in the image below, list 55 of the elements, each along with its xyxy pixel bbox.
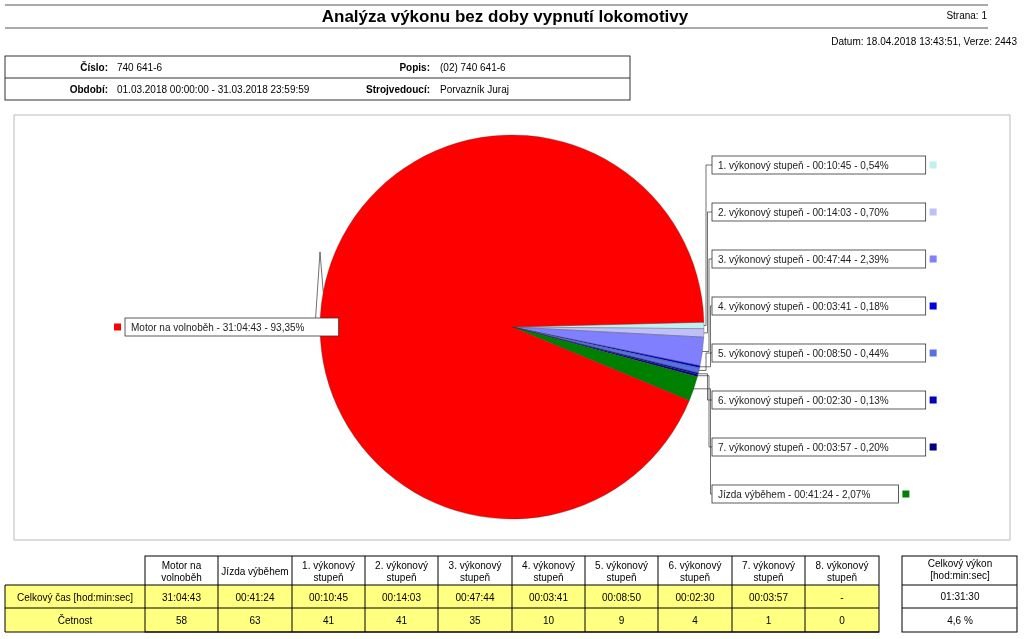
text: 1. výkonový stupeň — [302, 559, 355, 583]
text: Datum: 18.04.2018 13:43:51, Verze: 2443 — [831, 36, 1018, 47]
text: 5. výkonový stupeň — [595, 559, 648, 583]
text: 41 — [322, 615, 335, 626]
slice-label: 2. výkonový stupeň - 00:14:03 - 0,70% — [718, 207, 889, 218]
text: - — [840, 591, 844, 603]
text: (02) 740 641-6 — [440, 62, 507, 73]
text: Četnost — [57, 614, 93, 626]
slice-label: 1. výkonový stupeň - 00:10:45 - 0,54% — [718, 160, 889, 171]
text: 9 — [618, 615, 625, 626]
slice-label: 4. výkonový stupeň - 00:03:41 - 0,18% — [718, 301, 889, 312]
slice-label: Jízda výběhem - 00:41:24 - 2,07% — [718, 489, 871, 500]
text: 4 — [692, 615, 699, 626]
text: 0 — [839, 615, 846, 626]
text: 00:10:45 — [309, 591, 349, 603]
text: Strojvedoucí: — [366, 84, 430, 95]
text: Celkový čas [hod:min:sec] — [16, 591, 134, 603]
text: 8. výkonový stupeň — [815, 559, 869, 583]
slice-label: 3. výkonový stupeň - 00:47:44 - 2,39% — [718, 254, 889, 265]
text: 7. výkonový stupeň — [742, 559, 795, 583]
text: 00:03:57 — [749, 591, 789, 603]
text: Jízda výběhem — [221, 565, 289, 577]
text: 00:02:30 — [675, 591, 715, 603]
text: 63 — [249, 615, 261, 626]
text: 4. výkonový stupeň — [522, 559, 575, 583]
slice-label: 5. výkonový stupeň - 00:08:50 - 0,44% — [718, 348, 889, 359]
text: Číslo: — [80, 61, 108, 73]
text: 4,6 % — [947, 615, 973, 626]
text: 00:14:03 — [382, 591, 422, 603]
slice-label: 6. výkonový stupeň - 00:02:30 - 0,13% — [718, 395, 889, 406]
text: 10 — [542, 615, 555, 626]
text: 58 — [175, 615, 188, 626]
text: 740 641-6 — [117, 62, 163, 73]
chart-title: Analýza výkonu bez doby vypnutí lokomotivy — [321, 7, 689, 26]
text: Porvazník Juraj — [440, 84, 509, 95]
text: 41 — [395, 615, 408, 626]
text: 3. výkonový stupeň — [448, 559, 502, 583]
text: Motor na volnoběh — [161, 559, 202, 583]
text: 31:04:43 — [162, 591, 202, 603]
text: 1 — [765, 615, 772, 626]
text: 01:31:30 — [940, 591, 980, 602]
legend-label: Motor na volnoběh - 31:04:43 - 93,35% — [131, 322, 305, 333]
text: 00:41:24 — [235, 591, 275, 603]
text: 00:08:50 — [602, 591, 642, 603]
text: Strana: 1 — [946, 10, 988, 21]
text: 00:03:41 — [529, 591, 569, 603]
slice-label: 7. výkonový stupeň - 00:03:57 - 0,20% — [718, 442, 889, 453]
text: 35 — [469, 615, 481, 626]
text: Celkový výkon [hod:min:sec] — [927, 558, 993, 581]
text: Období: — [69, 84, 108, 95]
text: 00:47:44 — [455, 591, 495, 603]
text: 6. výkonový stupeň — [668, 559, 722, 583]
text: Popis: — [399, 62, 430, 73]
text: 2. výkonový stupeň — [375, 559, 428, 583]
text: 01.03.2018 00:00:00 - 31.03.2018 23:59:59 — [117, 84, 310, 95]
